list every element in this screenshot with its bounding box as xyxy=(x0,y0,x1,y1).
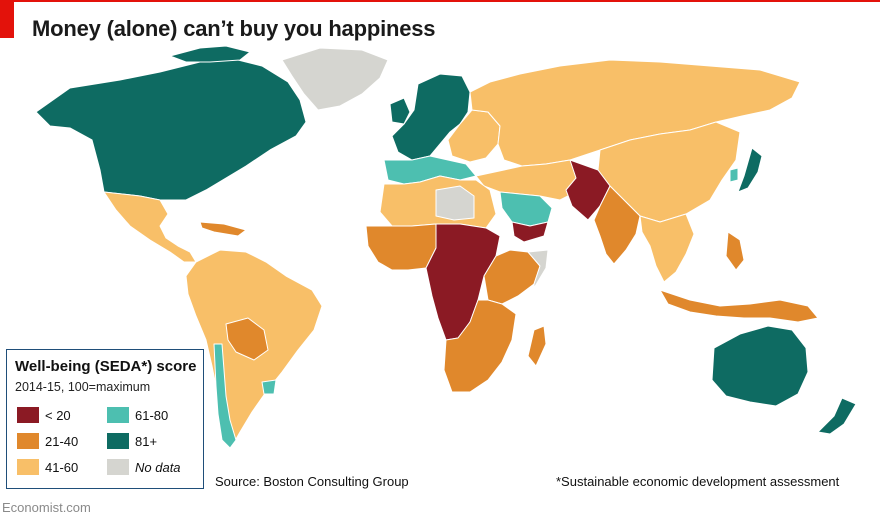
region-uruguay xyxy=(261,379,277,395)
region-west-africa xyxy=(365,223,437,271)
region-southern-europe xyxy=(383,155,477,185)
region-philippines xyxy=(725,231,745,271)
region-pakistan-afghanistan xyxy=(565,159,611,221)
region-madagascar xyxy=(527,325,547,367)
region-australia xyxy=(711,325,809,407)
top-rule xyxy=(0,0,880,2)
legend-swatch xyxy=(17,407,39,423)
legend-swatch xyxy=(17,433,39,449)
legend-item-61-80: 61-80 xyxy=(107,407,168,423)
legend-item-81plus: 81+ xyxy=(107,433,157,449)
region-yemen xyxy=(511,221,549,243)
legend-subtitle: 2014-15, 100=maximum xyxy=(15,380,151,394)
legend-box: Well-being (SEDA*) score 2014-15, 100=ma… xyxy=(6,349,204,489)
region-japan xyxy=(737,147,763,193)
legend-label: No data xyxy=(135,459,181,475)
legend-label: 61-80 xyxy=(135,407,169,423)
region-iceland-uk xyxy=(389,97,411,125)
chart-title: Money (alone) can’t buy you happiness xyxy=(32,16,436,41)
legend-label: 41-60 xyxy=(45,459,79,475)
region-east-africa xyxy=(483,249,541,305)
region-somalia xyxy=(527,249,549,289)
legend-swatch xyxy=(17,459,39,475)
legend-title: Well-being (SEDA*) score xyxy=(15,358,197,375)
region-indonesia xyxy=(659,289,819,323)
region-india-bangladesh xyxy=(593,185,641,265)
legend-item-lt20: < 20 xyxy=(17,407,71,423)
region-mexico-central-america xyxy=(103,191,197,263)
region-bolivia-paraguay xyxy=(225,317,269,361)
region-libya xyxy=(435,185,475,221)
legend-label: < 20 xyxy=(45,407,71,423)
legend-swatch xyxy=(107,407,129,423)
region-caribbean xyxy=(199,221,247,237)
region-north-america xyxy=(35,57,307,201)
region-new-zealand xyxy=(817,397,857,435)
legend-item-41-60: 41-60 xyxy=(17,459,78,475)
brand-link[interactable]: Economist.com xyxy=(2,500,91,515)
legend-label: 81+ xyxy=(135,433,158,449)
region-southern-africa xyxy=(443,299,517,393)
source-note: Source: Boston Consulting Group xyxy=(215,474,409,489)
legend-item-21-40: 21-40 xyxy=(17,433,78,449)
legend-swatch xyxy=(107,459,129,475)
legend-item-no-data: No data xyxy=(107,459,181,475)
brand-tab xyxy=(0,2,14,38)
region-arctic-islands xyxy=(169,45,251,63)
region-south-korea xyxy=(729,167,739,183)
region-northern-western-europe xyxy=(391,73,471,161)
world-map xyxy=(35,45,857,449)
region-southeast-asia xyxy=(639,213,695,283)
footnote: *Sustainable economic development assess… xyxy=(556,474,840,489)
legend-swatch xyxy=(107,433,129,449)
legend-label: 21-40 xyxy=(45,433,79,449)
region-greenland xyxy=(281,47,389,111)
region-chile xyxy=(213,343,237,449)
